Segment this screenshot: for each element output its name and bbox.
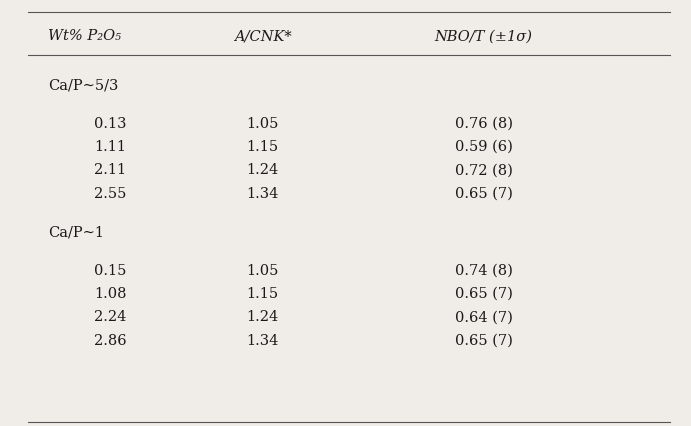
Text: 0.65 (7): 0.65 (7) [455,187,513,201]
Text: 0.65 (7): 0.65 (7) [455,334,513,348]
Text: 0.13: 0.13 [94,117,127,130]
Text: 1.34: 1.34 [247,187,278,201]
Text: 1.05: 1.05 [247,117,278,130]
Text: 0.64 (7): 0.64 (7) [455,311,513,324]
Text: 2.11: 2.11 [95,164,126,177]
Text: 1.15: 1.15 [247,287,278,301]
Text: Ca/P∼5/3: Ca/P∼5/3 [48,78,119,92]
Text: A/CNK*: A/CNK* [234,29,292,43]
Text: 2.24: 2.24 [95,311,126,324]
Text: 1.34: 1.34 [247,334,278,348]
Text: 0.76 (8): 0.76 (8) [455,117,513,130]
Text: 1.11: 1.11 [95,140,126,154]
Text: Wt% P₂O₅: Wt% P₂O₅ [48,29,122,43]
Text: 0.59 (6): 0.59 (6) [455,140,513,154]
Text: 0.74 (8): 0.74 (8) [455,264,513,277]
Text: 1.15: 1.15 [247,140,278,154]
Text: 1.05: 1.05 [247,264,278,277]
Text: NBO/T (±1σ): NBO/T (±1σ) [435,29,533,43]
Text: 0.65 (7): 0.65 (7) [455,287,513,301]
Text: 2.55: 2.55 [95,187,126,201]
Text: 1.24: 1.24 [247,164,278,177]
Text: 0.15: 0.15 [95,264,126,277]
Text: Ca/P∼1: Ca/P∼1 [48,225,104,239]
Text: 1.24: 1.24 [247,311,278,324]
Text: 1.08: 1.08 [94,287,127,301]
Text: 2.86: 2.86 [94,334,127,348]
Text: 0.72 (8): 0.72 (8) [455,164,513,177]
